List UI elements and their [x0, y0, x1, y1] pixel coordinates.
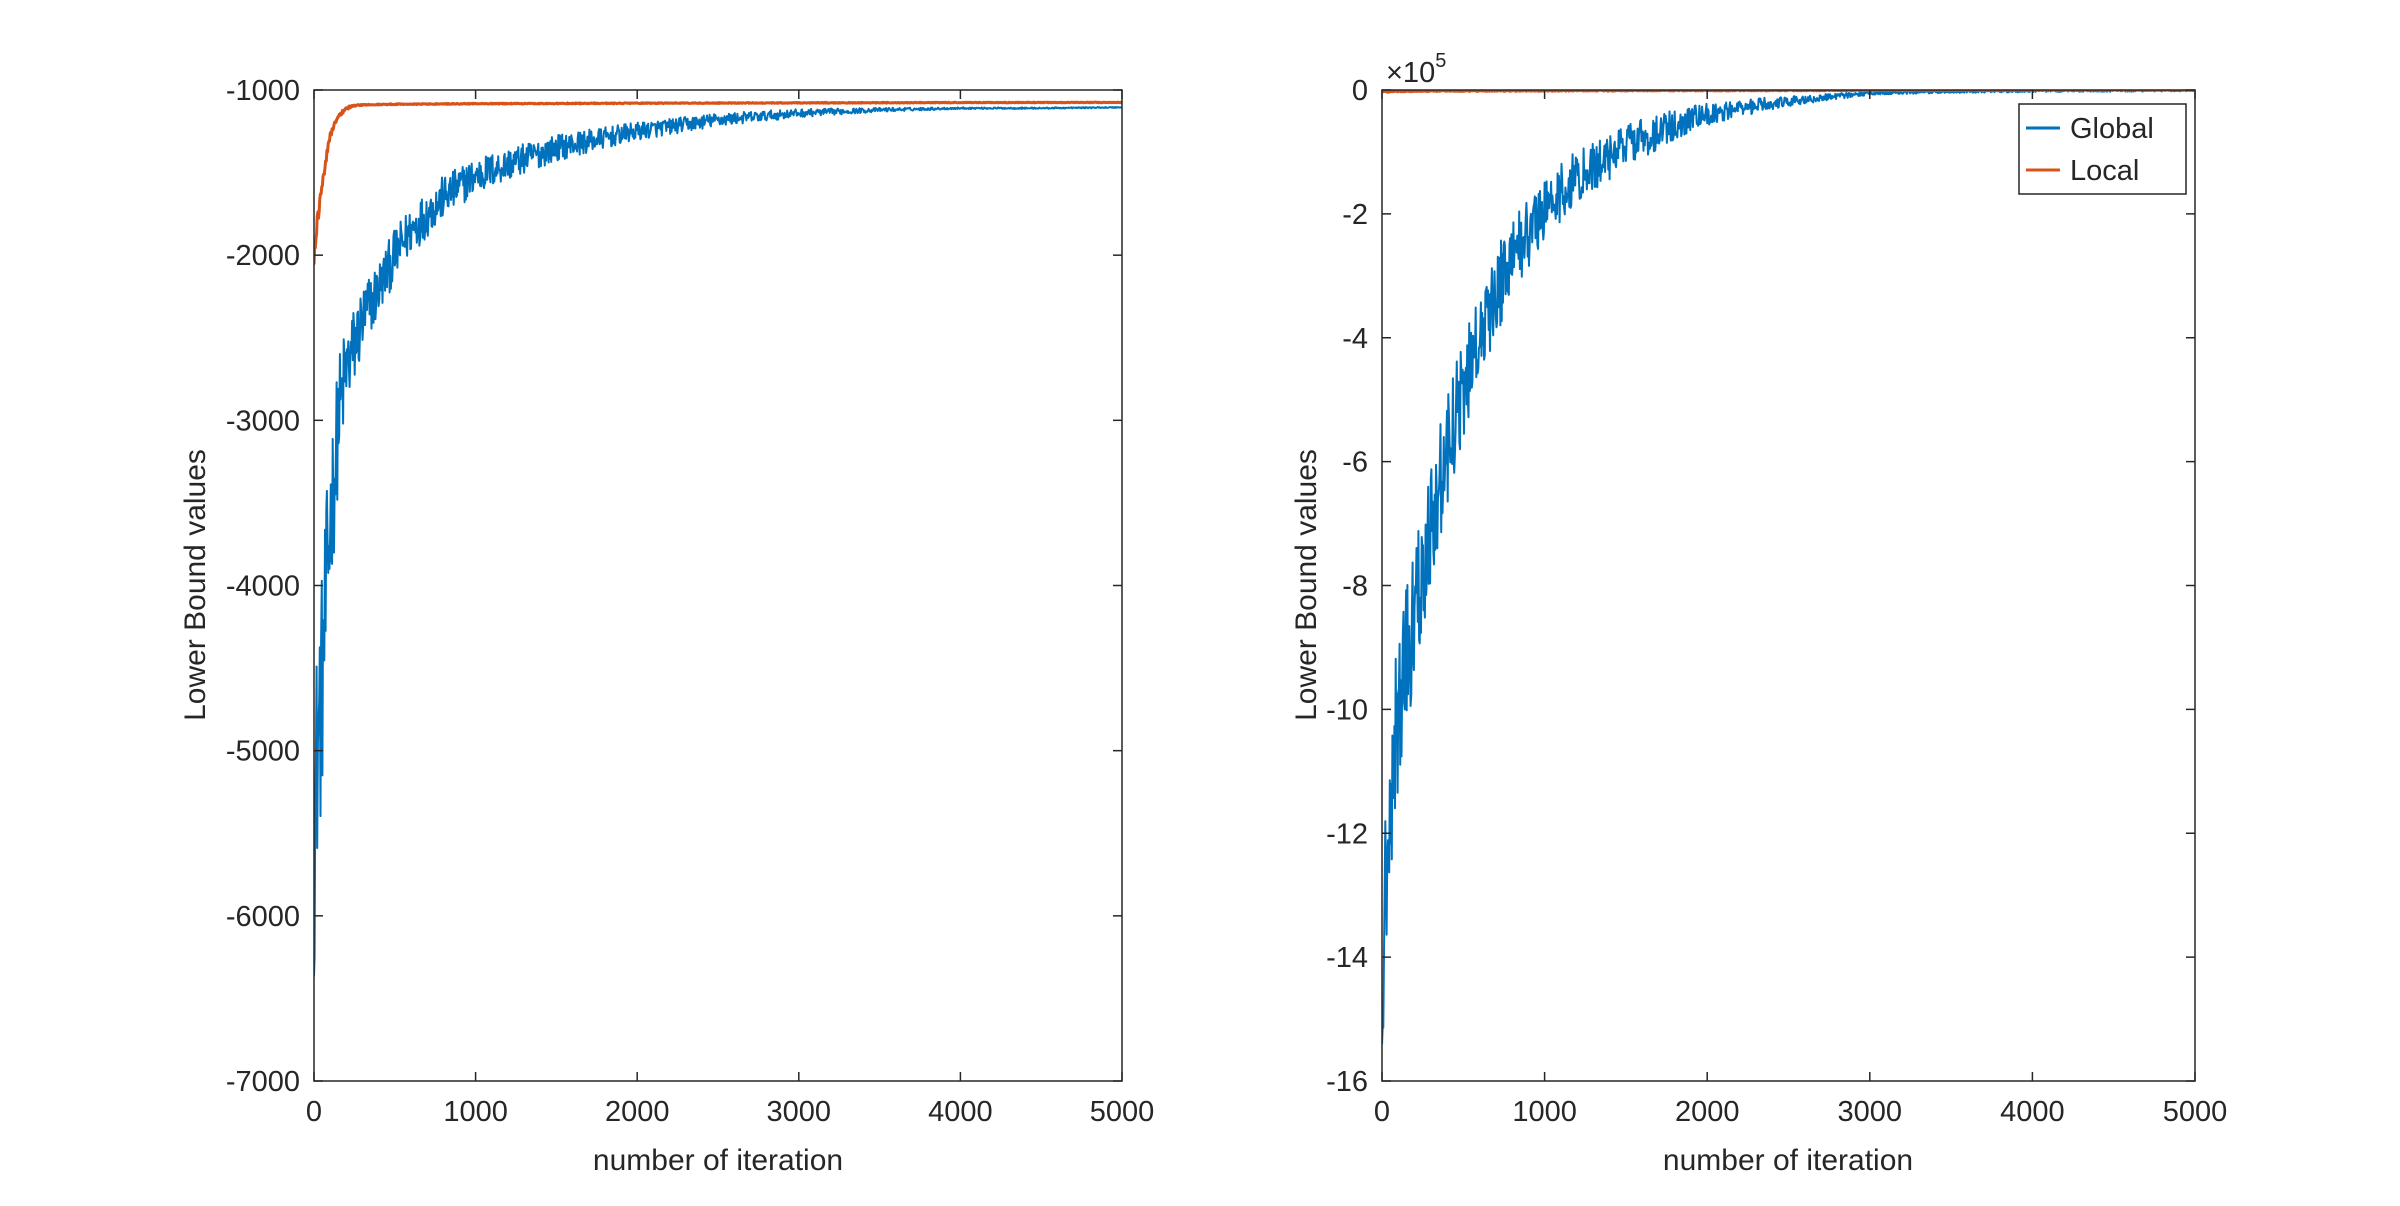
legend-label-global: Global: [2070, 113, 2154, 145]
left-y-tick-label: -2000: [226, 240, 300, 272]
left-series-orange-line: [314, 100, 1122, 265]
right-x-tick-label: 2000: [1675, 1096, 1740, 1128]
right-y-tick-label: -14: [1326, 942, 1368, 974]
left-x-tick-label: 0: [306, 1096, 322, 1128]
left-y-tick-label: -3000: [226, 405, 300, 437]
left-x-tick-label: 5000: [1090, 1096, 1155, 1128]
left-x-axis-label: number of iteration: [593, 1144, 843, 1177]
right-ticks-layer: 0 1000 2000 3000 4000 5000 -16 -14 -12 -10 -8 -6 -4 -…: [1326, 75, 2227, 1128]
legend-box: [2018, 103, 2187, 195]
left-series-layer: [314, 100, 1122, 977]
left-y-tick-label: -4000: [226, 571, 300, 603]
right-y-tick-label: -2: [1342, 199, 1368, 231]
right-x-tick-label: 0: [1374, 1096, 1390, 1128]
left-axes-box: [313, 89, 1123, 1082]
right-y-tick-label: 0: [1352, 75, 1368, 107]
right-y-tick-label: -12: [1326, 818, 1368, 850]
right-y-tick-label: -4: [1342, 323, 1368, 355]
left-chart: 0 1000 2000 3000 4000 5000 -7000 -6000 -5000 -400…: [179, 75, 1154, 1177]
right-x-tick-label: 5000: [2163, 1096, 2228, 1128]
left-plot-area: [314, 90, 1122, 1081]
right-x-tick-label: 3000: [1838, 1096, 1903, 1128]
right-y-exponent-base: ×10: [1386, 57, 1435, 89]
right-x-axis-label: number of iteration: [1663, 1144, 1913, 1177]
right-x-tick-label: 4000: [2000, 1096, 2065, 1128]
left-x-tick-label: 3000: [767, 1096, 832, 1128]
right-chart: 0 1000 2000 3000 4000 5000 -16 -14 -12 -10 -8 -6 -4 -…: [1290, 50, 2227, 1177]
left-x-tick-label: 2000: [605, 1096, 670, 1128]
right-y-tick-label: -8: [1342, 571, 1368, 603]
left-x-tick-label: 4000: [928, 1096, 993, 1128]
left-x-tick-label: 1000: [443, 1096, 508, 1128]
legend-label-local: Local: [2070, 155, 2139, 187]
right-axes-box: [1381, 89, 2196, 1082]
left-y-tick-label: -7000: [226, 1066, 300, 1098]
left-series-blue-line: [314, 106, 1122, 977]
right-plot-area: [1382, 90, 2195, 1081]
right-y-exponent-label: ×105: [1386, 50, 1446, 89]
right-y-tick-label: -16: [1326, 1066, 1368, 1098]
left-y-tick-label: -5000: [226, 736, 300, 768]
right-y-tick-label: -6: [1342, 447, 1368, 479]
right-x-tick-label: 1000: [1512, 1096, 1577, 1128]
left-y-tick-label: -1000: [226, 75, 300, 107]
right-y-tick-label: -10: [1326, 694, 1368, 726]
left-y-tick-label: -6000: [226, 901, 300, 933]
right-y-axis-label: Lower Bound values: [1290, 449, 1323, 721]
left-y-axis-label: Lower Bound values: [179, 449, 212, 721]
legend: Global Local: [2018, 103, 2187, 195]
left-ticks-layer: 0 1000 2000 3000 4000 5000 -7000 -6000 -5000 -400…: [226, 75, 1154, 1128]
right-y-exponent-power: 5: [1435, 50, 1446, 72]
